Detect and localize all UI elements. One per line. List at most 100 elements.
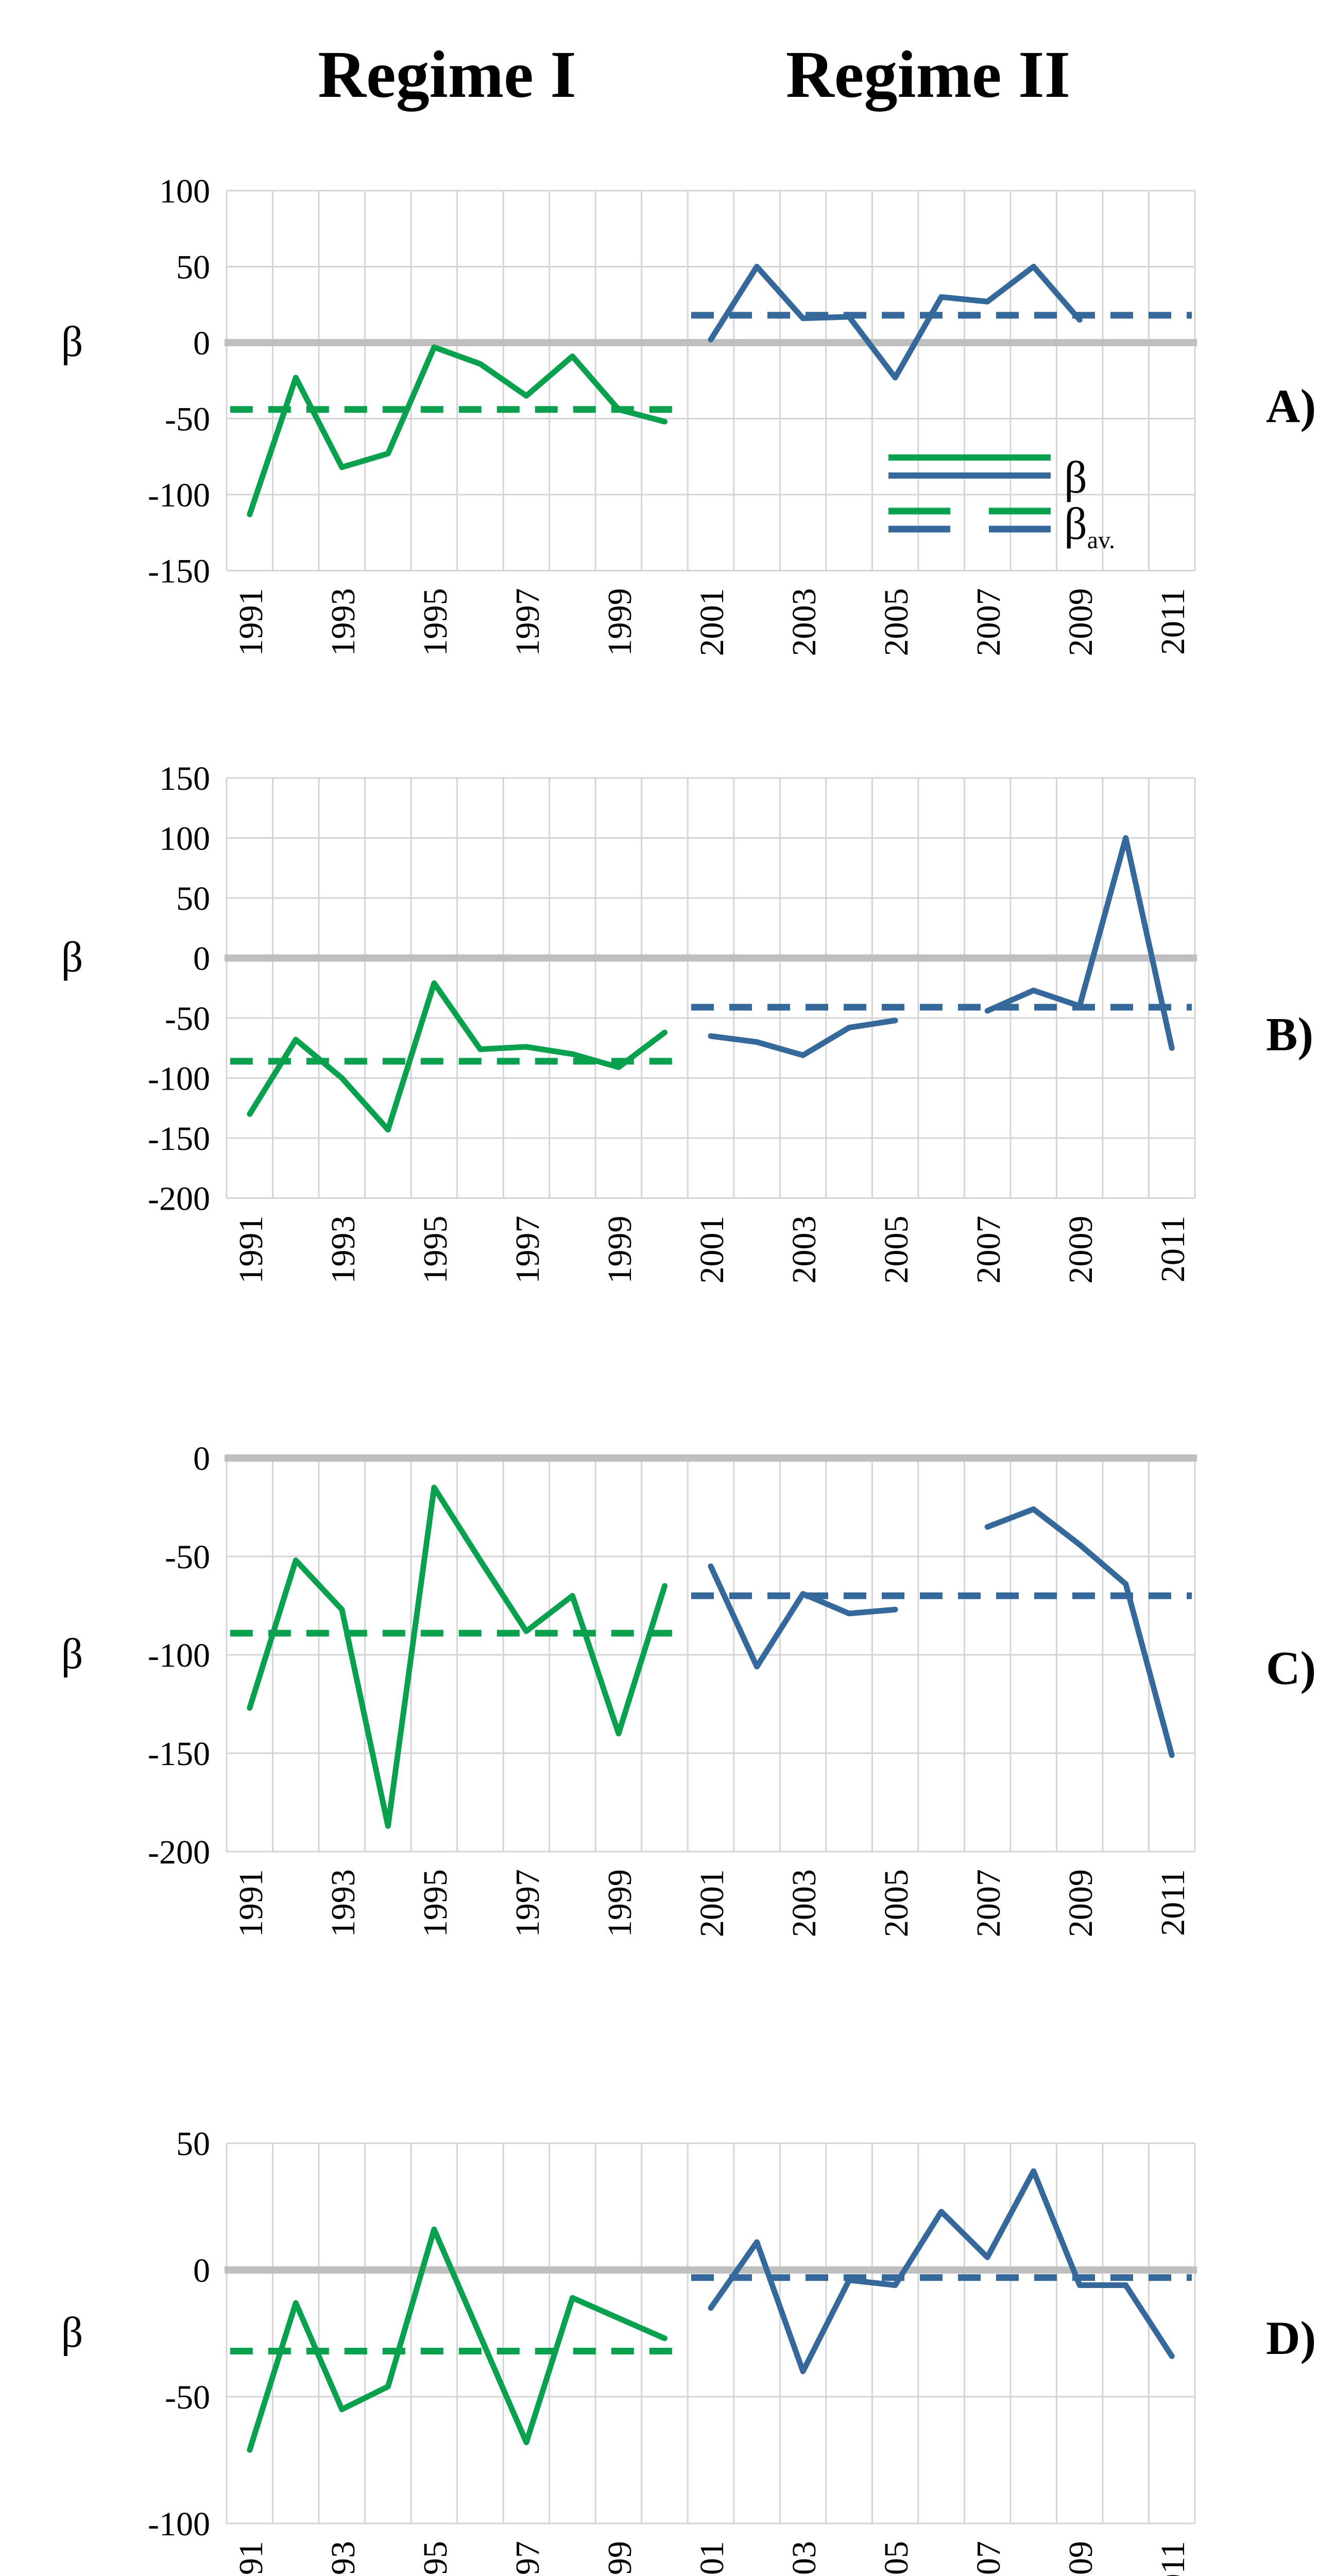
x-tick-label: 2009 [1062,2541,1100,2576]
y-tick-label: -100 [148,1060,210,1098]
y-tick-label: 150 [159,760,210,798]
x-tick-label: 1997 [509,1869,546,1937]
x-tick-label: 2011 [1154,588,1192,655]
y-tick-label: 0 [193,1440,210,1478]
x-tick-label: 1995 [417,2541,454,2576]
chart-A-x-tick-labels: 1991 1993 1995 1997 1999 2001 2003 2005 2007 2009… [232,588,1192,656]
y-tick-label: -100 [148,2505,210,2543]
y-tick-label: -200 [148,1180,210,1218]
x-tick-label: 1999 [601,2541,639,2576]
y-tick-label: -150 [148,1120,210,1158]
chart-D: 50 0 -50 -100 1991 1993 1995 1997 1999 2001 2003 20… [61,2125,1316,2576]
y-tick-label: 0 [193,325,210,362]
x-tick-label: 2007 [970,2541,1007,2576]
chart-B-regime2-beta-line-segment1 [708,1018,898,1058]
y-tick-label: -50 [165,1538,210,1576]
x-tick-label: 1991 [232,2541,270,2576]
x-tick-label: 2009 [1062,1216,1100,1284]
legend-beta-average-subscript: av. [1087,527,1115,554]
y-tick-label: -50 [165,401,210,438]
chart-D-horizontal-gridlines [225,2142,1197,2524]
x-tick-label: 2005 [878,1869,915,1937]
y-tick-label: 100 [159,820,210,858]
chart-D-y-tick-labels: 50 0 -50 -100 [148,2125,210,2543]
x-tick-label: 1997 [509,2541,546,2576]
x-tick-label: 2007 [970,1869,1007,1937]
y-tick-label: 50 [176,880,210,918]
x-tick-label: 2003 [785,2541,823,2576]
x-tick-label: 2001 [693,1216,731,1284]
chart-A-regime1-beta-line [247,344,668,517]
chart-B-y-axis-title: β [61,934,83,981]
x-tick-label: 2007 [970,1216,1007,1284]
legend-beta-label: β [1064,453,1087,503]
chart-C-regime2-beta-line-segment1 [708,1563,898,1670]
chart-C-x-tick-labels: 1991 1993 1995 1997 1999 2001 2003 2005 2007 2009… [232,1869,1192,1937]
x-tick-label: 1991 [232,1869,270,1937]
y-tick-label: -50 [165,1000,210,1038]
x-tick-label: 2007 [970,588,1007,656]
y-tick-label: -50 [165,2379,210,2416]
chart-C-horizontal-gridlines [225,1454,1197,1853]
x-tick-label: 2003 [785,588,823,656]
y-tick-label: 50 [176,2125,210,2163]
x-tick-label: 2001 [693,2541,731,2576]
y-tick-label: -200 [148,1834,210,1871]
chart-A-regime2-beta-line [708,264,1083,381]
chart-C-regime1-beta-line [247,1484,668,1829]
x-tick-label: 1997 [509,588,546,656]
x-tick-label: 1997 [509,1216,546,1284]
chart-B-x-tick-labels: 1991 1993 1995 1997 1999 2001 2003 2005 2007 2009… [232,1216,1192,1284]
chart-A-horizontal-gridlines [225,190,1197,571]
x-tick-label: 1993 [324,1869,362,1937]
x-tick-label: 2005 [878,2541,915,2576]
x-tick-label: 1999 [601,588,639,656]
y-tick-label: 50 [176,249,210,286]
x-tick-label: 2011 [1154,2541,1192,2576]
y-tick-label: 0 [193,940,210,978]
x-tick-label: 2009 [1062,588,1100,656]
chart-C: 0 -50 -100 -150 -200 1991 1993 1995 1997 1999 2001… [61,1440,1316,1937]
chart-D-y-axis-title: β [61,2309,83,2357]
legend-beta-average-label: βav. [1064,499,1115,554]
chart-B-y-tick-labels: 150 100 50 0 -50 -100 -150 -200 [148,760,210,1218]
x-tick-label: 1995 [417,588,454,656]
chart-C-regime2-beta-line-segment2 [984,1506,1175,1758]
chart-B-horizontal-gridlines [225,777,1197,1199]
y-tick-label: 100 [159,173,210,210]
x-tick-label: 1993 [324,588,362,656]
x-tick-label: 2003 [785,1216,823,1284]
chart-B-panel-label: B) [1266,1008,1313,1061]
chart-A: 100 50 0 -50 -100 -150 1991 1993 1995 1997 1999 200… [61,173,1316,656]
chart-A-panel-label: A) [1266,380,1316,432]
y-tick-label: 0 [193,2252,210,2290]
regime-1-title: Regime I [318,38,576,112]
x-tick-label: 2011 [1154,1216,1192,1283]
x-tick-label: 2001 [693,588,731,656]
chart-C-y-axis-title: β [61,1630,83,1678]
chart-D-vertical-gridlines [226,2143,1196,2523]
x-tick-label: 1993 [324,1216,362,1284]
chart-D-panel-label: D) [1266,2312,1316,2364]
x-tick-label: 1995 [417,1869,454,1937]
y-tick-label: -100 [148,477,210,514]
chart-B-regime2-beta-line-segment2 [984,835,1175,1051]
x-tick-label: 2005 [878,1216,915,1284]
chart-A-y-tick-labels: 100 50 0 -50 -100 -150 [148,173,210,590]
y-tick-label: -150 [148,1735,210,1773]
chart-B-vertical-gridlines [226,778,1196,1198]
x-tick-label: 2011 [1154,1869,1192,1936]
x-tick-label: 2001 [693,1869,731,1937]
x-tick-label: 1999 [601,1869,639,1937]
x-tick-label: 2005 [878,588,915,656]
regime-2-title: Regime II [785,38,1071,112]
y-tick-label: -100 [148,1637,210,1674]
x-tick-label: 1995 [417,1216,454,1284]
chart-D-x-tick-labels: 1991 1993 1995 1997 1999 2001 2003 2005 2007 2009… [232,2541,1192,2576]
chart-A-y-axis-title: β [61,318,83,366]
chart-B: 150 100 50 0 -50 -100 -150 -200 1991 1993 1995 1997… [61,760,1313,1284]
x-tick-label: 1993 [324,2541,362,2576]
x-tick-label: 2003 [785,1869,823,1937]
